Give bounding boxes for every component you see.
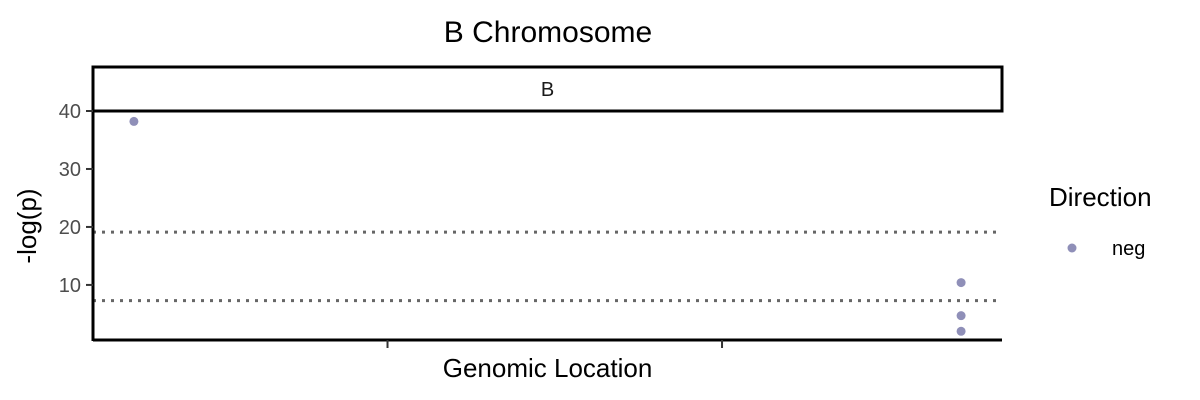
facet-strip	[91, 65, 1004, 113]
plot-area	[93, 116, 1002, 336]
facet-strip-label: B	[541, 79, 554, 101]
y-tick-label: 40	[59, 101, 81, 123]
data-point	[956, 311, 966, 321]
y-tick-label: 30	[59, 159, 81, 181]
x-ticks	[386, 340, 724, 348]
legend-key	[1067, 243, 1077, 253]
data-point	[956, 278, 966, 288]
x-axis-title: Genomic Location	[443, 353, 653, 383]
data-point	[129, 116, 139, 126]
legend-label: neg	[1112, 238, 1145, 260]
y-tick-label: 10	[59, 275, 81, 297]
legend-title: Direction	[1049, 182, 1152, 212]
y-ticks: 10 20 30 40	[59, 101, 93, 297]
data-point	[956, 326, 966, 336]
y-axis-title: -log(p)	[12, 188, 42, 263]
chart-title: B Chromosome	[444, 16, 652, 49]
legend-entries: neg	[1067, 238, 1145, 260]
y-tick-label: 20	[59, 217, 81, 239]
